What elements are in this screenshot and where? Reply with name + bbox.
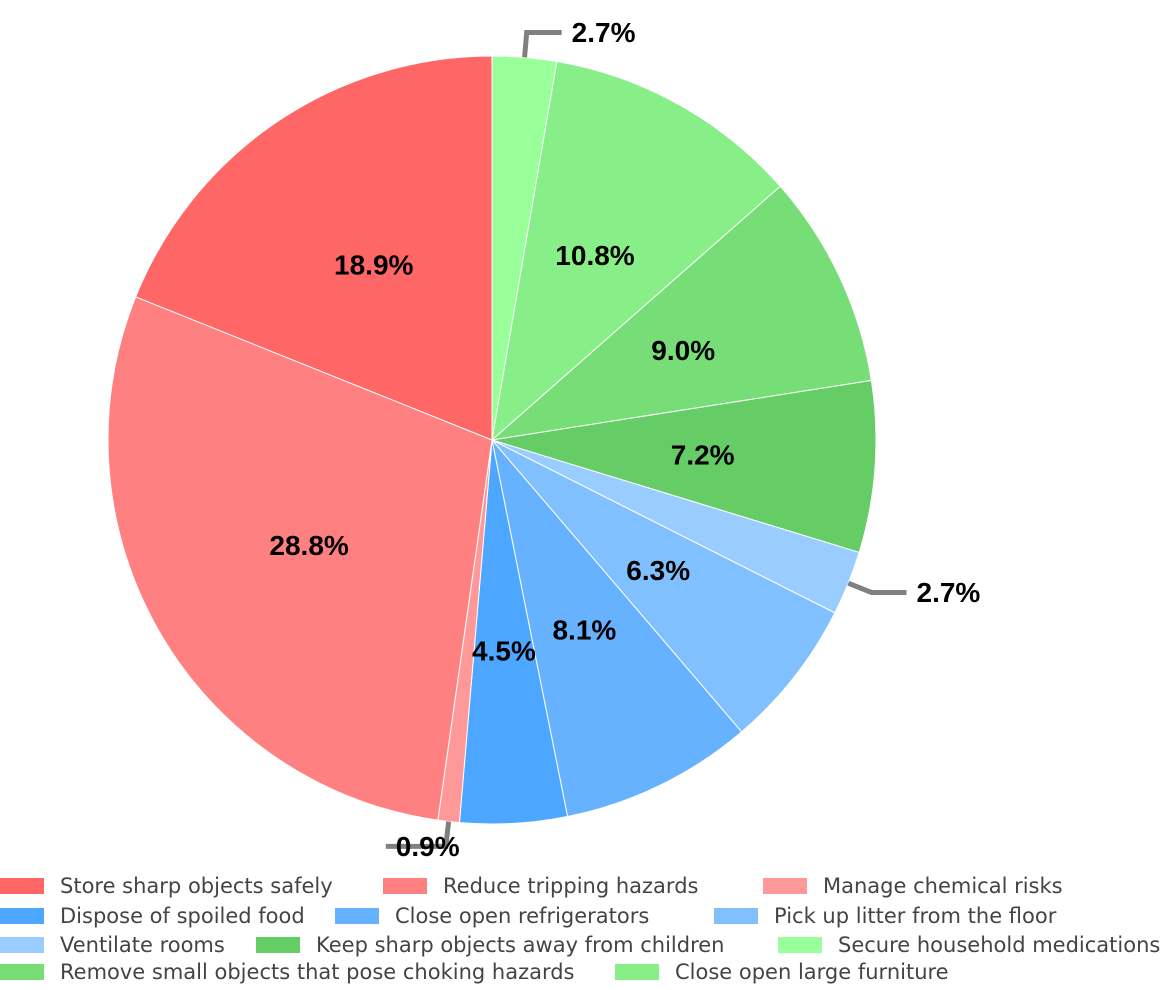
slice-value-label: 10.8%	[555, 240, 634, 271]
pie-slice-keep-sharp-objects-away-from-children	[491, 379, 877, 554]
callout-line	[522, 29, 562, 58]
legend-swatch	[778, 937, 822, 953]
callout-line	[385, 821, 452, 849]
legend-swatch	[0, 964, 44, 980]
legend-item-keep-sharp-objects-away-from-children: Keep sharp objects away from children	[256, 933, 724, 957]
slice-value-label: 9.0%	[651, 335, 715, 366]
legend-swatch	[615, 964, 659, 980]
legend-item-store-sharp-objects-safely: Store sharp objects safely	[0, 874, 333, 898]
callout-line	[847, 580, 907, 595]
legend-swatch	[0, 878, 44, 894]
legend-label: Secure household medications	[838, 933, 1161, 957]
pie-slices	[107, 55, 877, 825]
pie-slice-reduce-tripping-hazards	[107, 296, 493, 821]
legend-item-close-open-large-furniture: Close open large furniture	[615, 960, 949, 984]
pie-slice-store-sharp-objects-safely	[135, 55, 493, 441]
slice-value-label: 4.5%	[472, 635, 536, 666]
legend-item-pick-up-litter-from-the-floor: Pick up litter from the floor	[714, 904, 1056, 928]
legend-label: Manage chemical risks	[823, 874, 1063, 898]
legend-item-remove-small-objects-that-pose-choking-hazards: Remove small objects that pose choking h…	[0, 960, 575, 984]
slice-value-label: 2.7%	[572, 17, 636, 48]
slice-value-label: 0.9%	[396, 831, 460, 862]
legend-swatch	[383, 878, 427, 894]
pie-slice-close-open-refrigerators	[491, 438, 743, 818]
legend-swatch	[335, 908, 379, 924]
legend-label: Dispose of spoiled food	[60, 904, 305, 928]
legend-label: Close open large furniture	[675, 960, 949, 984]
legend-swatch	[0, 908, 44, 924]
slice-value-label: 28.8%	[269, 530, 348, 561]
legend-label: Reduce tripping hazards	[443, 874, 699, 898]
legend-item-secure-household-medications: Secure household medications	[778, 933, 1160, 957]
pie-value-labels: 2.7% 10.8% 9.0% 7.2% 2.7% 6.3% 8.1% 4.5% 0.9% 28.…	[269, 17, 980, 862]
legend-swatch	[714, 908, 758, 924]
pie-slice-pick-up-litter-from-the-floor	[491, 439, 836, 733]
legend: Store sharp objects safely Reduce trippin…	[0, 874, 1163, 990]
legend-label: Store sharp objects safely	[60, 874, 333, 898]
legend-label: Ventilate rooms	[60, 933, 225, 957]
legend-swatch	[0, 937, 44, 953]
legend-item-ventilate-rooms: Ventilate rooms	[0, 933, 225, 957]
pie-slice-remove-small-objects-that-pose-choking-hazards	[490, 185, 872, 441]
legend-label: Remove small objects that pose choking h…	[60, 960, 575, 984]
pie-slice-close-open-large-furniture	[491, 60, 781, 442]
legend-label: Close open refrigerators	[395, 904, 650, 928]
legend-swatch	[256, 937, 300, 953]
slice-value-label: 7.2%	[671, 439, 735, 470]
legend-item-manage-chemical-risks: Manage chemical risks	[763, 874, 1063, 898]
legend-item-close-open-refrigerators: Close open refrigerators	[335, 904, 649, 928]
legend-label: Keep sharp objects away from children	[316, 933, 725, 957]
slice-value-label: 6.3%	[626, 555, 690, 586]
pie-callouts	[385, 29, 907, 849]
legend-item-reduce-tripping-hazards: Reduce tripping hazards	[383, 874, 698, 898]
legend-item-dispose-of-spoiled-food: Dispose of spoiled food	[0, 904, 305, 928]
slice-value-label: 18.9%	[334, 250, 413, 281]
legend-swatch	[763, 878, 807, 894]
legend-label: Pick up litter from the floor	[774, 904, 1057, 928]
slice-value-label: 8.1%	[552, 614, 616, 645]
slice-value-label: 2.7%	[917, 577, 981, 608]
